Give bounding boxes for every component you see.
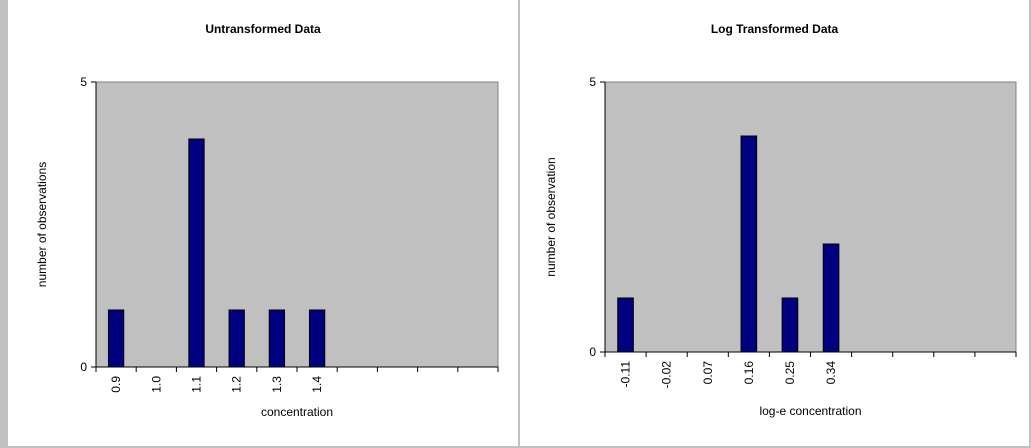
x-tick-label: 0.07 bbox=[701, 361, 715, 385]
chart-panel-untransformed: Untransformed Data 0 5 0.9 1.0 1.1 1.2 1.3 1.4 c… bbox=[8, 0, 518, 446]
y-axis-label: number of observations bbox=[35, 162, 49, 287]
bar-0.25 bbox=[781, 297, 799, 353]
x-axis-label: concentration bbox=[261, 405, 333, 419]
plot-area bbox=[604, 81, 1017, 353]
bar-1.3 bbox=[268, 309, 286, 368]
bar-1.4 bbox=[308, 309, 326, 368]
x-tick-label: 1.4 bbox=[310, 376, 324, 393]
y-tick-label: 0 bbox=[589, 345, 596, 359]
y-tick-label: 0 bbox=[80, 360, 87, 374]
chart-panel-log-transformed: Log Transformed Data 0 5 -0.11 -0.02 0.07 0.1… bbox=[520, 0, 1029, 446]
x-tick-label: 1.2 bbox=[230, 376, 244, 393]
x-tick-label: 1.3 bbox=[270, 376, 284, 393]
x-tick-label: -0.02 bbox=[660, 361, 674, 389]
bar-0.9 bbox=[107, 309, 125, 368]
y-axis-label: number of observation bbox=[544, 157, 558, 276]
plot-area bbox=[95, 81, 499, 368]
x-axis-label: log-e concentration bbox=[759, 404, 861, 418]
x-tick-label: 0.25 bbox=[783, 361, 797, 385]
x-tick-label: 0.34 bbox=[824, 361, 838, 385]
x-tick-label: 1.1 bbox=[190, 376, 204, 393]
x-tick-label: 1.0 bbox=[149, 376, 163, 393]
chart-title: Log Transformed Data bbox=[710, 22, 839, 36]
bar-0.34 bbox=[822, 243, 840, 353]
y-tick-label: 5 bbox=[589, 75, 596, 89]
bar-0.16 bbox=[740, 135, 758, 353]
x-tick-label: -0.11 bbox=[619, 361, 633, 388]
x-tick-label: 0.16 bbox=[742, 361, 756, 385]
bar-1.2 bbox=[228, 309, 245, 368]
x-tick-label: 0.9 bbox=[109, 376, 123, 393]
bar-chart-log-transformed: 0 5 -0.11 -0.02 0.07 0.16 0.25 0.34 log-e concen… bbox=[544, 75, 1017, 418]
chart-title: Untransformed Data bbox=[205, 22, 321, 36]
bar--0.11 bbox=[617, 297, 634, 353]
y-tick-label: 5 bbox=[80, 75, 87, 89]
bar-chart-untransformed: 0 5 0.9 1.0 1.1 1.2 1.3 1.4 concentration number … bbox=[35, 75, 499, 419]
bar-1.1 bbox=[188, 138, 205, 368]
